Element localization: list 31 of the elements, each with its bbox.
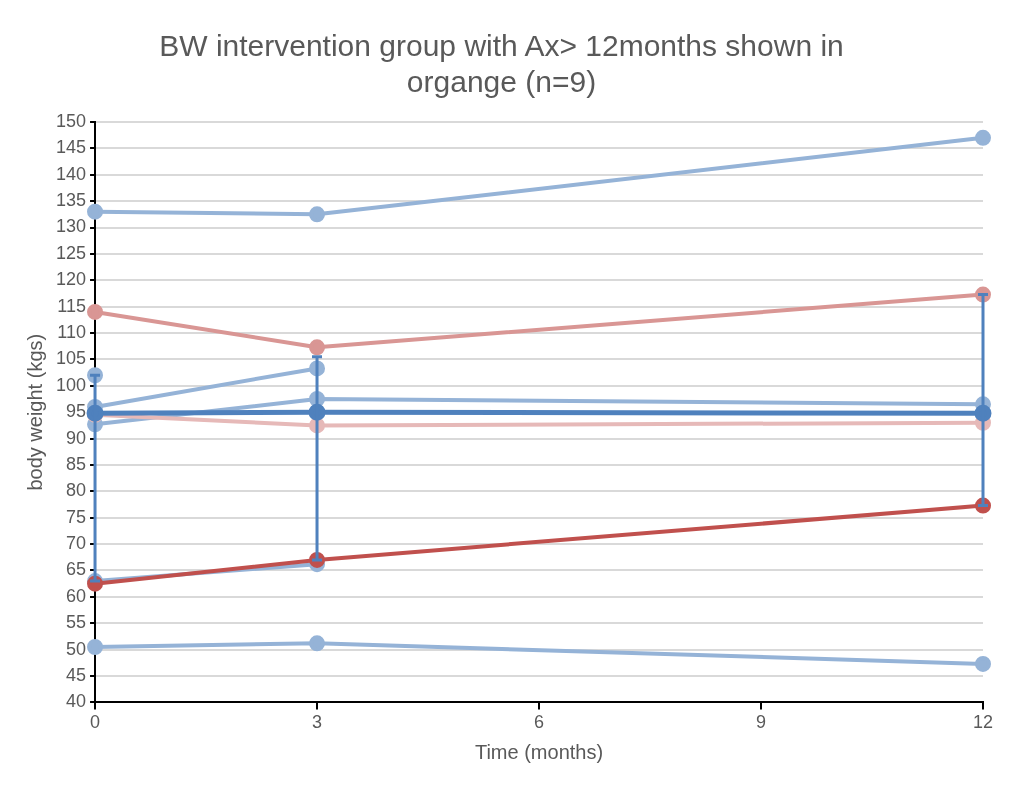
y-tick-label: 75 <box>66 506 87 527</box>
y-tick-label: 135 <box>55 190 87 211</box>
chart-title: BW intervention group with Ax> 12months shown in organge (n=9) <box>159 29 844 99</box>
y-tick-label: 150 <box>55 110 87 131</box>
y-tick-label: 125 <box>55 242 87 263</box>
x-tick-label: 0 <box>90 712 101 733</box>
y-tick-label: 145 <box>55 137 87 158</box>
y-tick-label: 60 <box>66 585 87 606</box>
y-tick-label: 80 <box>66 480 87 501</box>
y-tick-label: 115 <box>57 295 87 316</box>
y-tick-label: 140 <box>55 163 87 184</box>
y-tick-label: 110 <box>57 322 87 343</box>
y-tick-label: 50 <box>66 638 87 659</box>
x-tick-label: 3 <box>312 712 323 733</box>
y-tick-label: 45 <box>66 664 87 685</box>
y-tick-label: 85 <box>66 453 87 474</box>
y-tick-label: 40 <box>66 691 87 712</box>
y-tick-label: 130 <box>55 216 87 237</box>
y-tick-label: 105 <box>55 348 87 369</box>
x-tick-label: 6 <box>534 712 545 733</box>
x-axis-title: Time (months) <box>474 740 604 763</box>
x-tick-label: 12 <box>972 712 994 733</box>
y-axis-title: body weight (kgs) <box>23 333 46 491</box>
y-tick-label: 95 <box>66 401 87 422</box>
y-tick-label: 120 <box>55 269 87 290</box>
y-tick-label: 100 <box>55 374 87 395</box>
y-tick-label: 65 <box>66 559 87 580</box>
y-tick-label: 70 <box>66 533 87 554</box>
y-tick-label: 90 <box>66 427 87 448</box>
y-tick-label: 55 <box>66 612 87 633</box>
x-tick-label: 9 <box>756 712 767 733</box>
